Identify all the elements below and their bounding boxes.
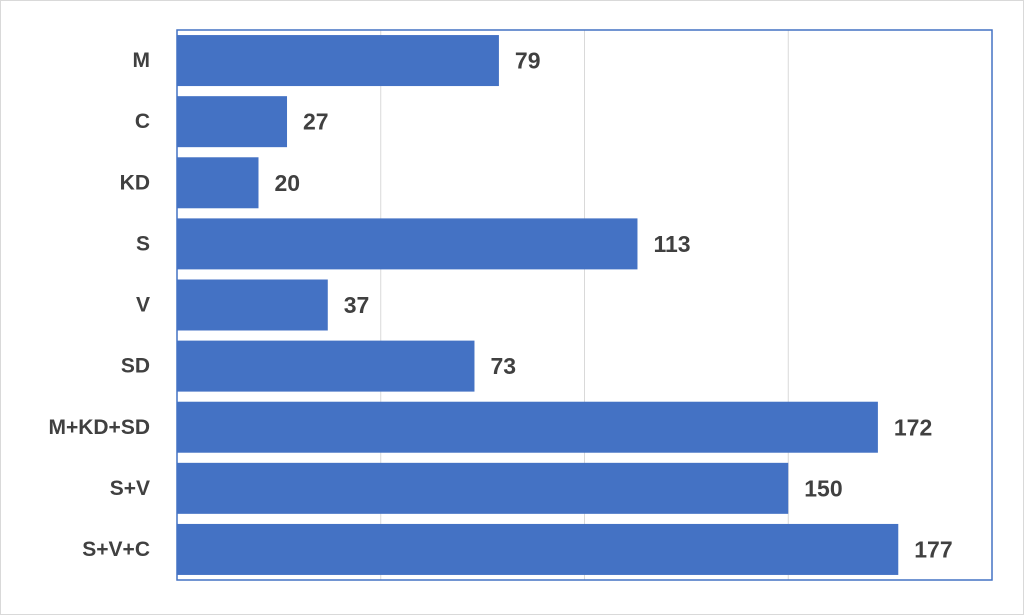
- data-label: 79: [515, 48, 541, 74]
- data-label: 113: [653, 231, 690, 257]
- y-tick-label: M+KD+SD: [48, 416, 150, 439]
- data-label: 73: [490, 353, 516, 379]
- y-tick-label: S+V+C: [82, 538, 150, 561]
- bar: [177, 218, 638, 270]
- data-label: 177: [914, 537, 952, 563]
- data-label: 150: [804, 475, 842, 501]
- y-tick-label: S+V: [110, 477, 150, 500]
- bar: [177, 279, 328, 331]
- bar: [177, 462, 789, 514]
- bar: [177, 401, 878, 453]
- y-tick-label: V: [136, 294, 150, 317]
- bar: [177, 523, 899, 575]
- y-tick-label: KD: [120, 171, 150, 194]
- y-tick-label: C: [135, 110, 150, 133]
- bar: [177, 340, 475, 392]
- bar: [177, 35, 499, 87]
- data-label: 27: [303, 109, 329, 135]
- bar: [177, 96, 288, 148]
- data-label: 20: [275, 170, 301, 196]
- y-tick-label: S: [136, 232, 150, 255]
- data-label: 37: [344, 292, 370, 318]
- y-tick-label: M: [133, 49, 151, 72]
- bar: [177, 157, 259, 209]
- data-label: 172: [894, 414, 932, 440]
- y-tick-label: SD: [121, 355, 150, 378]
